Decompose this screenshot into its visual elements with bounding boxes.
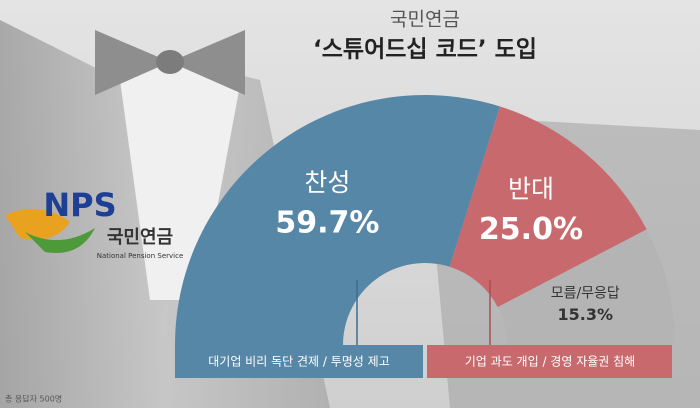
logo-swoosh xyxy=(25,228,95,253)
segment xyxy=(175,95,501,345)
segment xyxy=(449,106,647,308)
note-text: 대기업 비리 독단 견제 / 투명성 제고 xyxy=(208,355,390,369)
note-box xyxy=(427,345,672,378)
note-box xyxy=(175,345,423,378)
logo-swoosh xyxy=(5,208,70,240)
logo-name: 국민연금 xyxy=(107,227,173,248)
chart-subtitle: ‘스튜어드십 코드’ 도입 xyxy=(313,37,537,63)
footnote: 총 응답자 500명 xyxy=(5,394,62,404)
logo-mark: NPS xyxy=(43,186,116,224)
value-label: 15.3% xyxy=(557,305,613,324)
logo: NPS 국민연금 National Pension Service xyxy=(5,186,183,260)
chart-title: 국민연금 xyxy=(390,9,460,31)
logo-english: National Pension Service xyxy=(97,252,184,260)
category-label: 반대 xyxy=(508,175,554,204)
bow-tie xyxy=(95,30,245,95)
note-text: 기업 과도 개입 / 경영 자율권 침해 xyxy=(465,355,635,369)
segment xyxy=(497,229,675,345)
category-label: 모름/무응답 xyxy=(551,286,620,302)
value-label: 59.7% xyxy=(275,205,379,240)
bow-knot xyxy=(156,50,184,74)
category-label: 찬성 xyxy=(304,168,350,197)
value-label: 25.0% xyxy=(479,212,583,247)
